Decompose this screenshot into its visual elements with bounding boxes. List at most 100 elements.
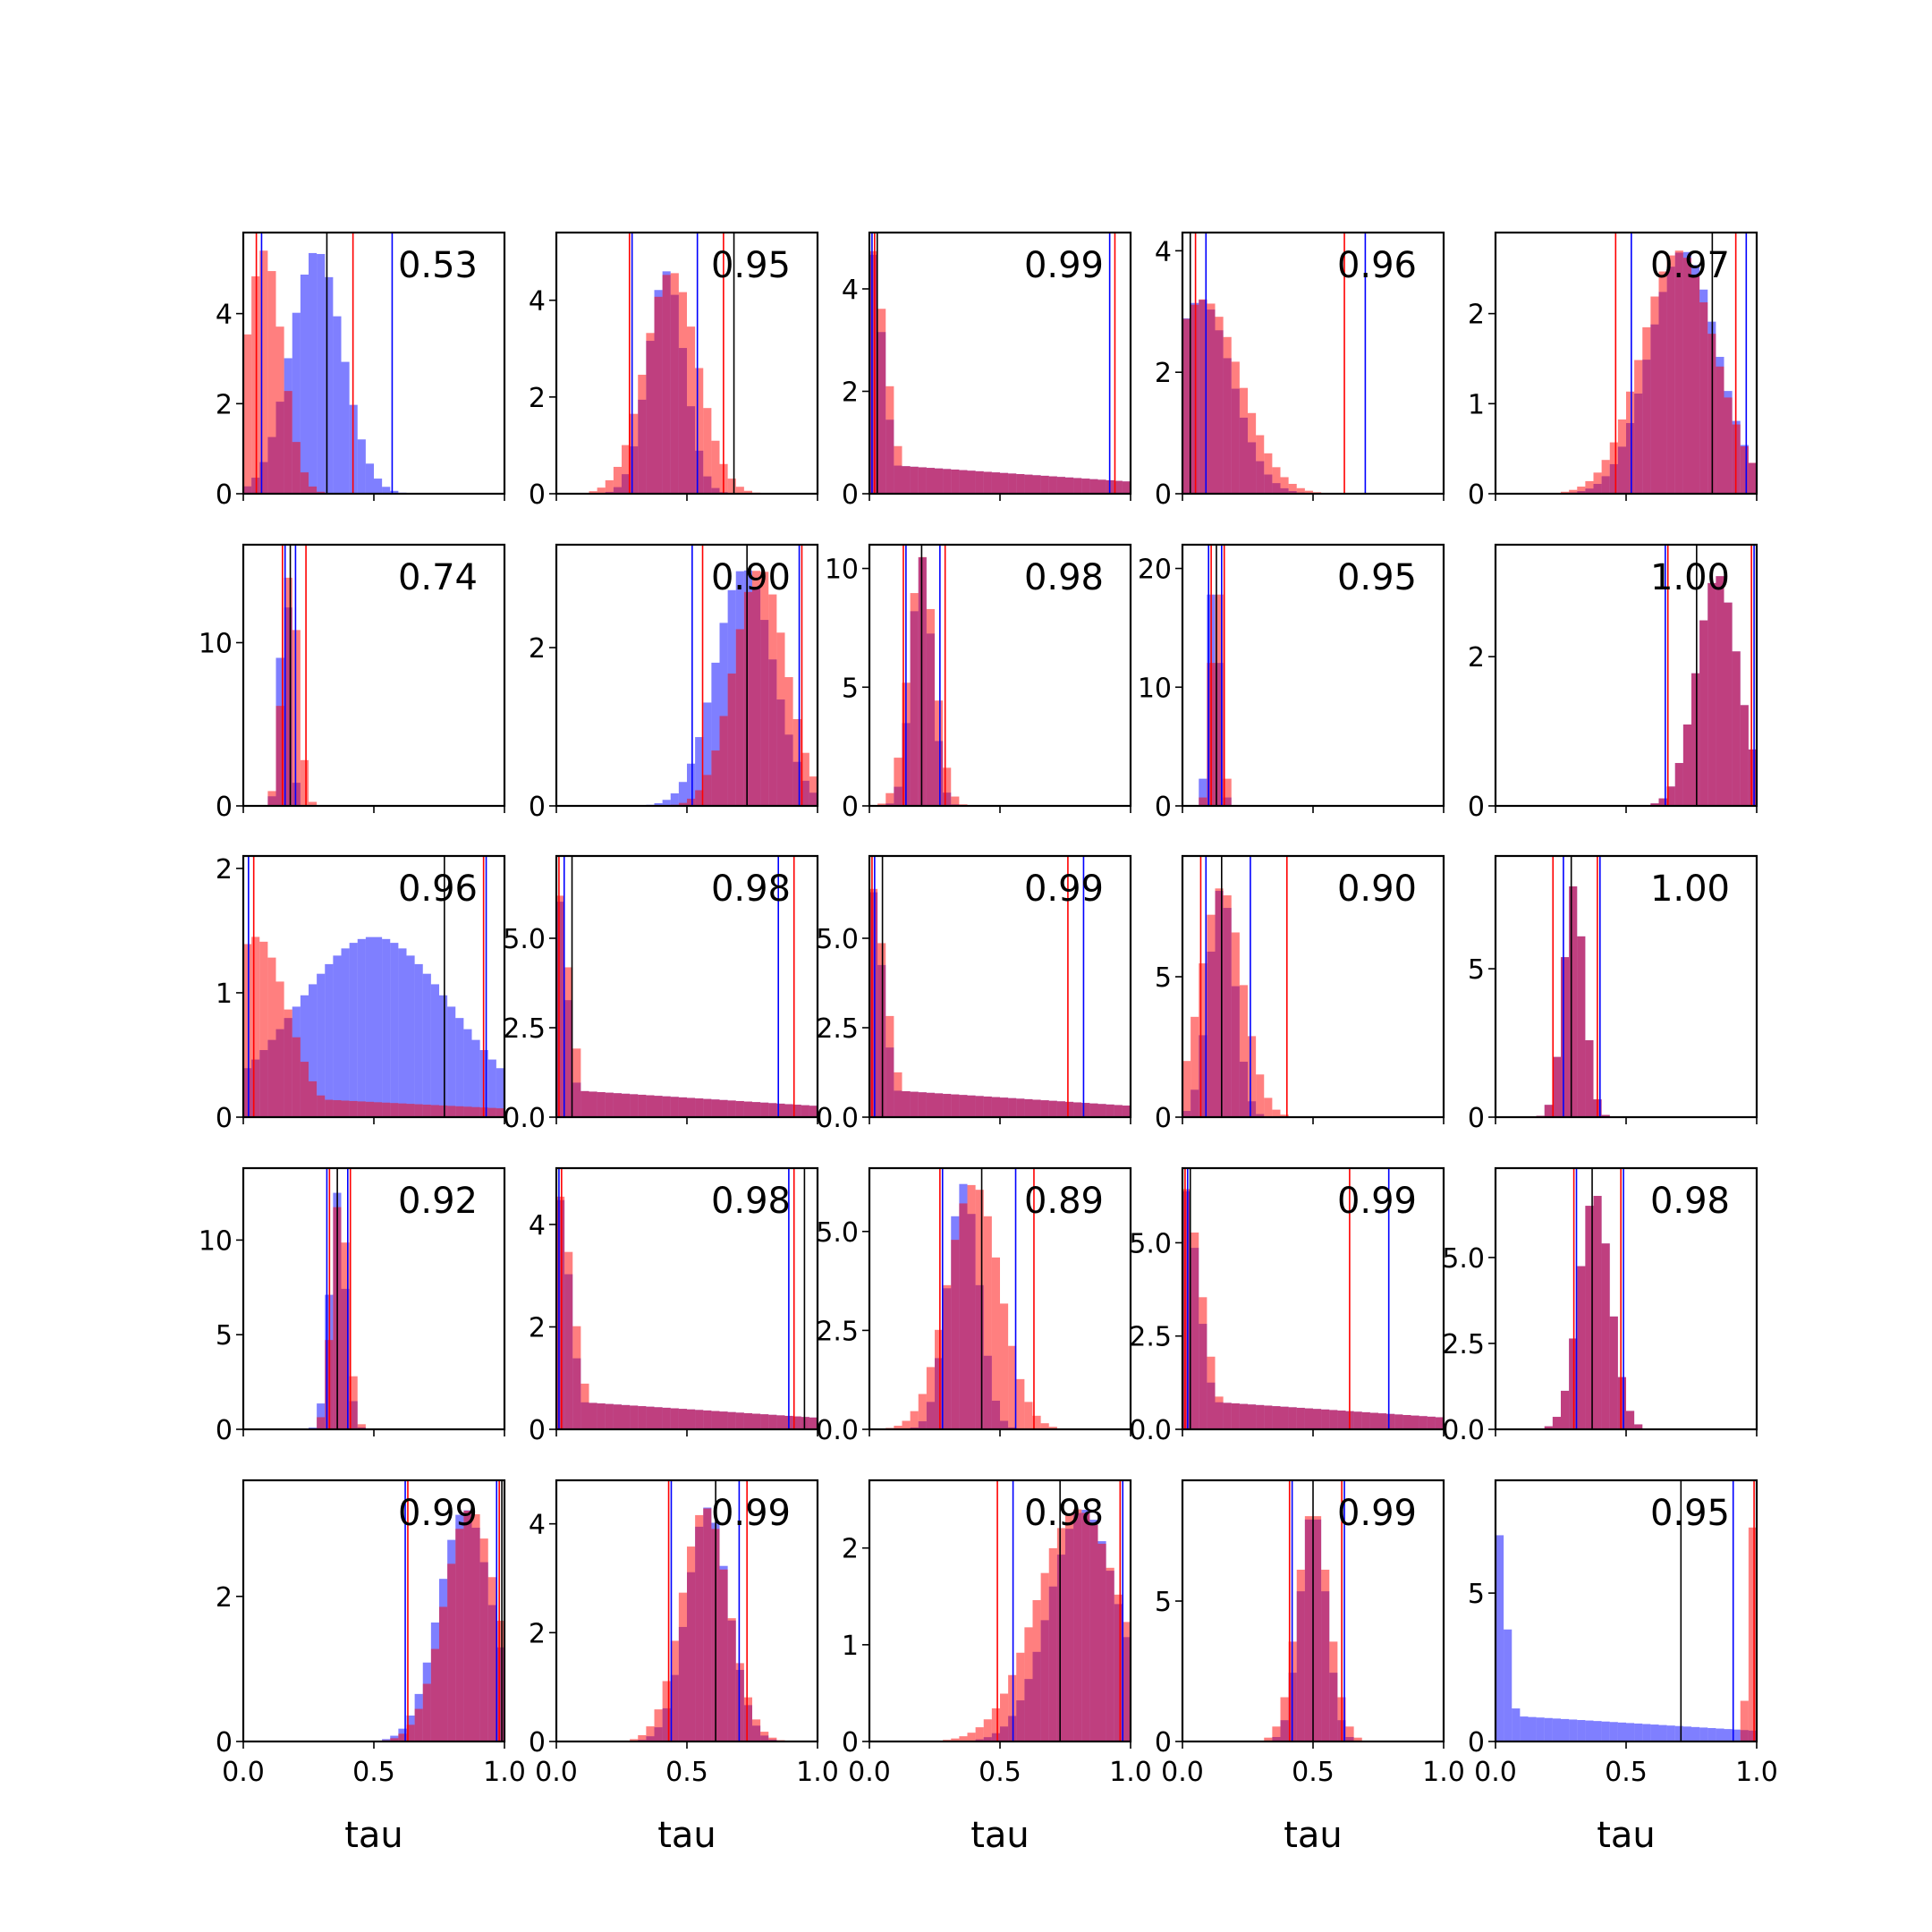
y-tick-label: 0.0: [816, 1415, 859, 1446]
red-histogram-bar: [275, 706, 284, 806]
red-histogram-bar: [1740, 445, 1749, 494]
red-histogram-bar: [1024, 1627, 1033, 1741]
red-histogram-bar: [1223, 894, 1232, 1117]
red-histogram-bar: [735, 1100, 744, 1117]
blue-histogram-bar: [1577, 1720, 1586, 1741]
blue-histogram-bar: [398, 948, 407, 1117]
red-histogram-bar: [695, 1514, 704, 1741]
red-histogram-bar: [1280, 477, 1289, 494]
red-histogram-bar: [1122, 1622, 1131, 1741]
red-histogram-bar: [1114, 1105, 1123, 1117]
red-histogram-bar: [991, 472, 1000, 494]
panel-3-5: 051.00: [1468, 854, 1758, 1134]
red-histogram-bar: [597, 1092, 606, 1117]
red-histogram-bar: [792, 718, 801, 806]
red-histogram-bar: [439, 1606, 448, 1741]
red-histogram-bar: [439, 1105, 448, 1117]
blue-histogram-bar: [317, 973, 326, 1117]
y-tick-label: 1: [1468, 389, 1485, 420]
red-histogram-bar: [1353, 1737, 1362, 1741]
red-histogram-bar: [1544, 1426, 1553, 1429]
red-histogram-bar: [1199, 963, 1208, 1117]
y-tick-label: 4: [529, 286, 546, 318]
red-histogram-bar: [1032, 475, 1041, 494]
red-histogram-bar: [1329, 1641, 1338, 1741]
red-histogram-bar: [1748, 1527, 1757, 1741]
y-tick-label: 0: [216, 1727, 233, 1758]
red-histogram-bar: [943, 1093, 952, 1117]
panel-value-label: 0.89: [1024, 1181, 1104, 1222]
panel-2-2: 020.90: [529, 543, 819, 823]
red-histogram-bar: [1658, 798, 1667, 806]
red-histogram-bar: [349, 1100, 358, 1117]
red-histogram-bar: [1081, 1103, 1090, 1117]
x-axis-label: tau: [970, 1815, 1030, 1856]
red-histogram-bar: [292, 1037, 301, 1117]
y-tick-label: 0: [842, 1727, 859, 1758]
red-histogram-bar: [959, 1736, 968, 1741]
red-histogram-bar: [1073, 1102, 1082, 1117]
red-histogram-bar: [735, 1663, 744, 1741]
red-histogram-bar: [1716, 576, 1724, 806]
red-histogram-bar: [414, 1708, 423, 1741]
blue-histogram-bar: [1504, 1629, 1513, 1741]
red-histogram-bar: [1231, 361, 1240, 494]
red-histogram-bar: [1114, 1594, 1123, 1741]
red-histogram-bar: [390, 1103, 399, 1117]
panel-1-2: 0 2 4 0.95: [529, 231, 819, 511]
blue-histogram-bar: [1707, 1727, 1716, 1741]
red-histogram-bar: [422, 1105, 431, 1117]
red-histogram-bar: [1585, 480, 1594, 494]
blue-histogram-bar: [333, 316, 342, 494]
red-histogram-bar: [678, 1592, 687, 1741]
red-histogram-bar: [1016, 1652, 1025, 1741]
red-histogram-bar: [341, 1242, 350, 1429]
panel-value-label: 0.98: [1024, 557, 1104, 598]
red-histogram-bar: [487, 1577, 496, 1741]
red-histogram-bar: [471, 1513, 480, 1741]
red-histogram-bar: [719, 1569, 728, 1741]
red-histogram-bar: [926, 608, 935, 806]
red-histogram-bar: [1272, 467, 1281, 494]
red-histogram-bar: [1552, 1417, 1561, 1429]
red-histogram-bar: [1089, 1524, 1098, 1741]
y-tick-label: 2.5: [503, 1013, 546, 1045]
red-histogram-bar: [1248, 412, 1257, 494]
red-histogram-bar: [894, 758, 902, 806]
red-histogram-bar: [1577, 936, 1586, 1117]
red-histogram-bar: [727, 479, 736, 494]
blue-histogram-bar: [1544, 1717, 1553, 1741]
red-histogram-bar: [455, 1106, 464, 1117]
red-histogram-bar: [1561, 491, 1570, 494]
red-histogram-bar: [638, 1734, 647, 1741]
red-histogram-bar: [869, 250, 878, 494]
blue-histogram-bar: [719, 623, 728, 806]
blue-histogram-bar: [317, 1403, 326, 1429]
red-histogram-bar: [300, 472, 309, 494]
red-histogram-bar: [1626, 1411, 1635, 1429]
red-histogram-bar: [727, 674, 736, 806]
red-histogram-bar: [430, 1648, 439, 1741]
panel-value-label: 0.98: [1650, 1181, 1730, 1222]
blue-histogram-bar: [300, 275, 309, 494]
panel-value-label: 0.96: [1337, 245, 1417, 286]
panel-4-2: 0 2 4 0.98: [529, 1166, 819, 1446]
red-histogram-bar: [1199, 797, 1208, 806]
red-histogram-bar: [1024, 1098, 1033, 1117]
red-histogram-bar: [1056, 1101, 1065, 1117]
blue-histogram-bar: [374, 936, 383, 1117]
red-histogram-bar: [975, 470, 984, 494]
red-histogram-bar: [259, 941, 268, 1117]
red-histogram-bar: [1699, 302, 1708, 494]
y-tick-label: 5.0: [1129, 1228, 1172, 1259]
blue-histogram-bar: [341, 948, 350, 1117]
y-tick-label: 0: [216, 1103, 233, 1134]
red-histogram-bar: [1016, 474, 1025, 494]
red-histogram-bar: [670, 1408, 679, 1429]
panel-value-label: 0.95: [1650, 1493, 1730, 1534]
red-histogram-bar: [1674, 250, 1683, 494]
blue-histogram-bar: [1536, 1717, 1545, 1741]
y-tick-label: 0.0: [1442, 1415, 1485, 1446]
x-tick-label: 0.0: [1161, 1757, 1204, 1788]
red-histogram-bar: [877, 943, 886, 1117]
